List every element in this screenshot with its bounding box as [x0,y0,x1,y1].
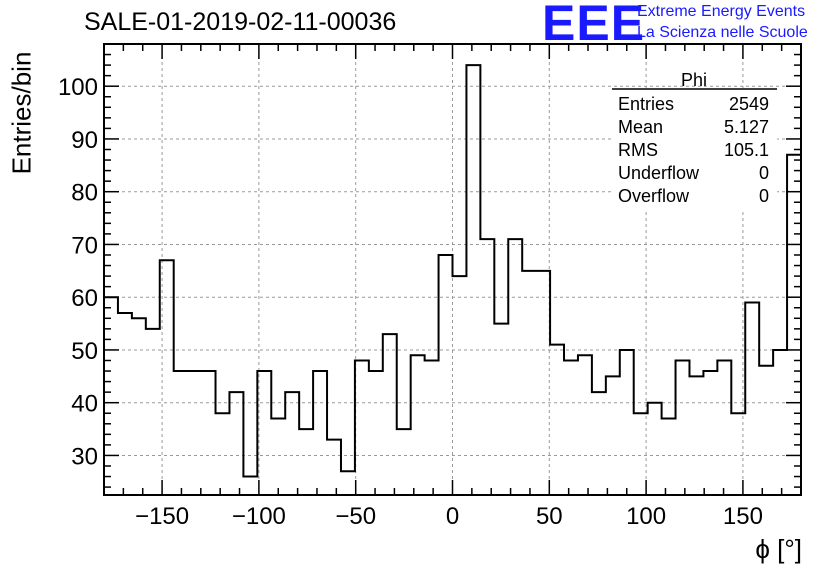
histogram-bin [369,371,383,495]
stats-label: Underflow [618,163,700,183]
y-tick-label: 30 [71,443,98,470]
histogram-bin [271,419,285,495]
stats-label: Overflow [618,186,690,206]
histogram-bin [188,371,202,495]
y-tick-label: 40 [71,391,98,418]
histogram-bin [383,334,397,495]
stats-label: RMS [618,140,658,160]
histogram-bin [397,429,411,495]
histogram-bin [494,324,508,495]
y-tick-label: 70 [71,232,98,259]
histogram-bin [174,371,188,495]
eee-logo: EEE [542,0,646,51]
y-tick-label: 90 [71,127,98,154]
histogram-bin [522,271,536,495]
histogram-bin [202,371,216,495]
stats-value: 0 [759,163,769,183]
histogram-bin [717,360,731,495]
histogram-bin [146,329,160,495]
histogram-bin [648,403,662,495]
y-tick-label: 100 [58,74,98,101]
x-tick-label: 0 [446,503,459,530]
x-tick-label: −50 [335,503,376,530]
histogram-bin [620,350,634,495]
x-tick-label: −150 [135,503,189,530]
histogram-bin [564,360,578,495]
histogram-bin [341,471,355,495]
histogram-bin [466,65,480,495]
histogram-bin [453,276,467,495]
histogram-outline [104,64,801,478]
histogram-bin [703,371,717,495]
histogram-bin [439,255,453,495]
histogram-bin [662,419,676,495]
x-axis-label: ϕ [°] [755,534,802,564]
histogram-bin [118,313,132,495]
x-tick-label: 50 [536,503,563,530]
histogram-bin [787,155,801,495]
histogram-bin [285,392,299,495]
logo-tagline-1: Extreme Energy Events [637,3,806,20]
histogram-bin [550,345,564,495]
stats-label: Mean [618,117,663,137]
histogram-bin [132,318,146,495]
y-tick-label: 60 [71,285,98,312]
histogram-bin [578,355,592,495]
stats-title: Phi [681,70,707,90]
x-tick-label: −100 [232,503,286,530]
histogram-bin [592,392,606,495]
histogram-bin [676,360,690,495]
histogram-bin [425,360,439,495]
stats-value: 105.1 [724,140,769,160]
histogram-bin [480,239,494,495]
chart-title: SALE-01-2019-02-11-00036 [84,8,397,36]
histogram-bin [243,477,257,495]
x-tick-label: 100 [626,503,666,530]
histogram-bin [299,429,313,495]
histogram-bin [759,366,773,495]
y-tick-label: 50 [71,338,98,365]
histogram-bin [536,271,550,495]
logo-tagline-2: La Scienza nelle Scuole [637,24,808,41]
histogram-bin [773,350,787,495]
histogram-bin [411,355,425,495]
stats-value: 5.127 [724,117,769,137]
stats-value: 2549 [729,94,769,114]
stats-value: 0 [759,186,769,206]
histogram-bin [327,440,341,495]
histogram-bin [216,413,230,495]
stats-box-bg [612,88,777,210]
stats-label: Entries [618,94,674,114]
histogram-bin [745,302,759,495]
histogram-bin [313,371,327,495]
histogram-bin [355,360,369,495]
histogram-bin [508,239,522,495]
histogram-bin [229,392,243,495]
x-tick-label: 150 [723,503,763,530]
y-tick-label: 80 [71,180,98,207]
histogram-bin [257,371,271,495]
histogram-bin [606,376,620,495]
histogram-bin [689,376,703,495]
